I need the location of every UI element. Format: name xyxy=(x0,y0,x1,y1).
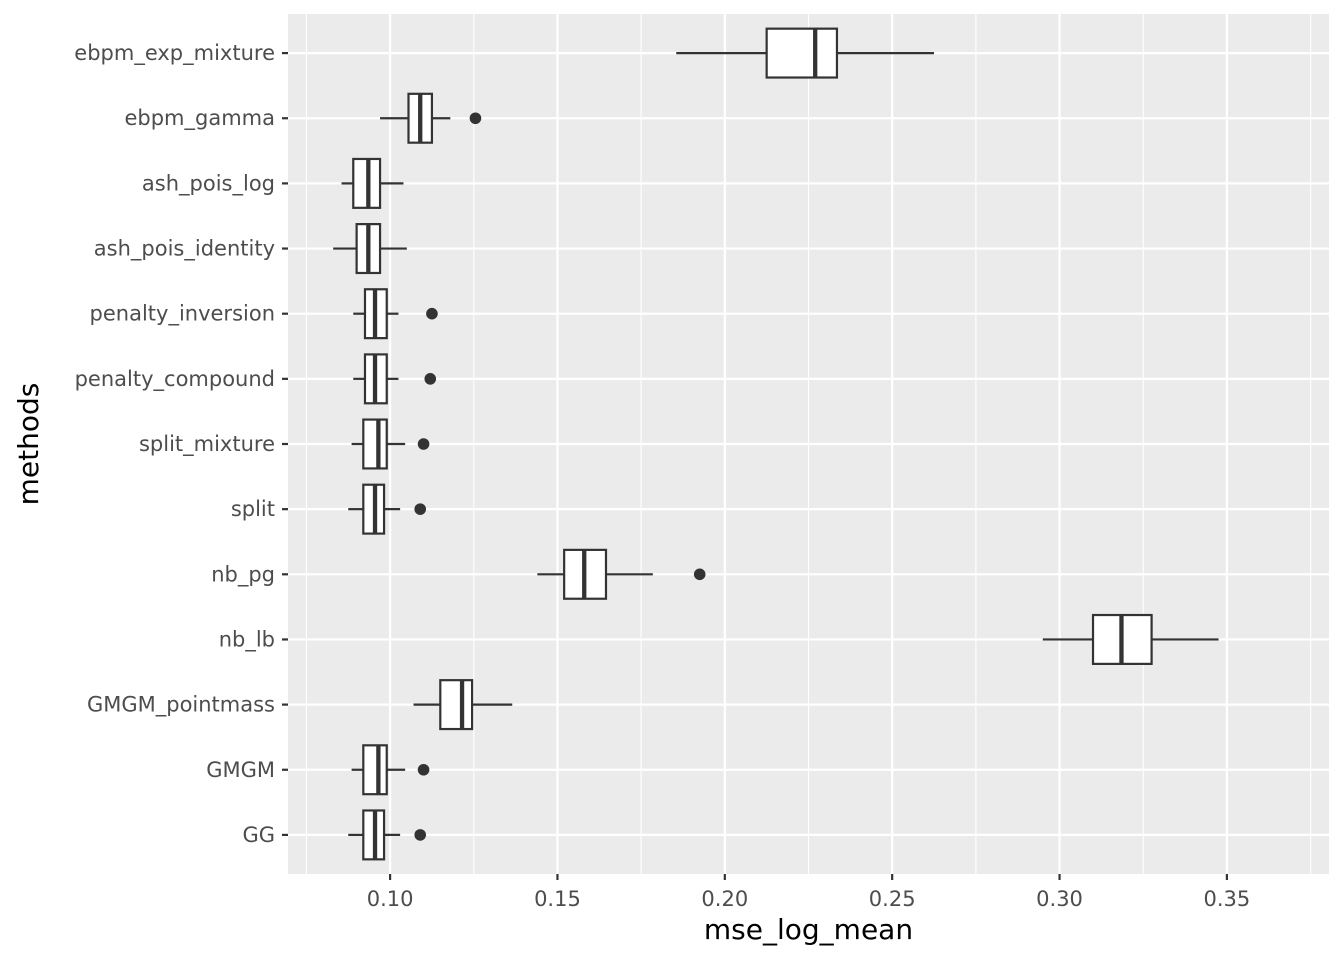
box-GMGM_pointmass xyxy=(413,679,513,731)
box-GMGM xyxy=(351,744,430,796)
box-body xyxy=(362,744,388,796)
y-tick-label: nb_pg xyxy=(211,562,275,587)
y-tick-label: GMGM_pointmass xyxy=(87,693,275,718)
outlier-point xyxy=(469,112,482,125)
box-ebpm_exp_mixture xyxy=(676,27,935,79)
outlier-point xyxy=(414,503,427,515)
outlier-point xyxy=(424,373,437,385)
box-ash_pois_log xyxy=(341,157,404,209)
y-tick-label: nb_lb xyxy=(219,627,275,652)
y-tick-label: ebpm_exp_mixture xyxy=(74,41,275,66)
y-tick-label: GG xyxy=(242,823,275,847)
box-GG xyxy=(348,809,427,861)
box-ash_pois_identity xyxy=(333,223,407,275)
box-layer xyxy=(333,27,1219,861)
box-ebpm_gamma xyxy=(380,92,482,144)
x-tick-label: 0.25 xyxy=(869,887,916,911)
x-axis: 0.10 0.15 0.20 0.25 0.30 0.35 xyxy=(367,874,1251,911)
y-tick-label: ash_pois_identity xyxy=(94,237,275,262)
y-tick-label: ebpm_gamma xyxy=(124,106,275,131)
y-axis: ebpm_exp_mixture ebpm_gamma ash_pois_logas… xyxy=(74,41,288,847)
x-tick-label: 0.10 xyxy=(367,887,414,911)
box-nb_lb xyxy=(1042,613,1219,665)
box-penalty_compound xyxy=(353,353,437,405)
x-axis-title: mse_log_mean xyxy=(704,913,913,946)
box-body xyxy=(362,418,388,470)
y-tick-label: split_mixture xyxy=(139,432,275,457)
y-tick-label: penalty_compound xyxy=(75,367,275,392)
outlier-point xyxy=(414,829,427,841)
outlier-point xyxy=(693,568,706,581)
y-tick-label: ash_pois_log xyxy=(142,171,275,196)
y-tick-label: GMGM xyxy=(206,758,275,782)
outlier-point xyxy=(426,307,438,320)
box-split_mixture xyxy=(351,418,430,470)
y-axis-title: methods xyxy=(12,383,45,506)
box-body xyxy=(765,27,839,79)
x-tick-label: 0.20 xyxy=(701,887,748,911)
major-gridlines xyxy=(288,14,1329,874)
outlier-point xyxy=(417,438,430,450)
x-tick-label: 0.30 xyxy=(1036,887,1083,911)
box-split xyxy=(348,483,427,535)
box-body xyxy=(439,679,474,731)
box-nb_pg xyxy=(537,548,706,600)
y-tick-label: split xyxy=(231,497,275,521)
x-tick-label: 0.15 xyxy=(534,887,581,911)
outlier-point xyxy=(417,763,430,776)
x-tick-label: 0.35 xyxy=(1204,887,1251,911)
box-penalty_inversion xyxy=(353,288,438,340)
y-tick-label: penalty_inversion xyxy=(90,302,275,327)
